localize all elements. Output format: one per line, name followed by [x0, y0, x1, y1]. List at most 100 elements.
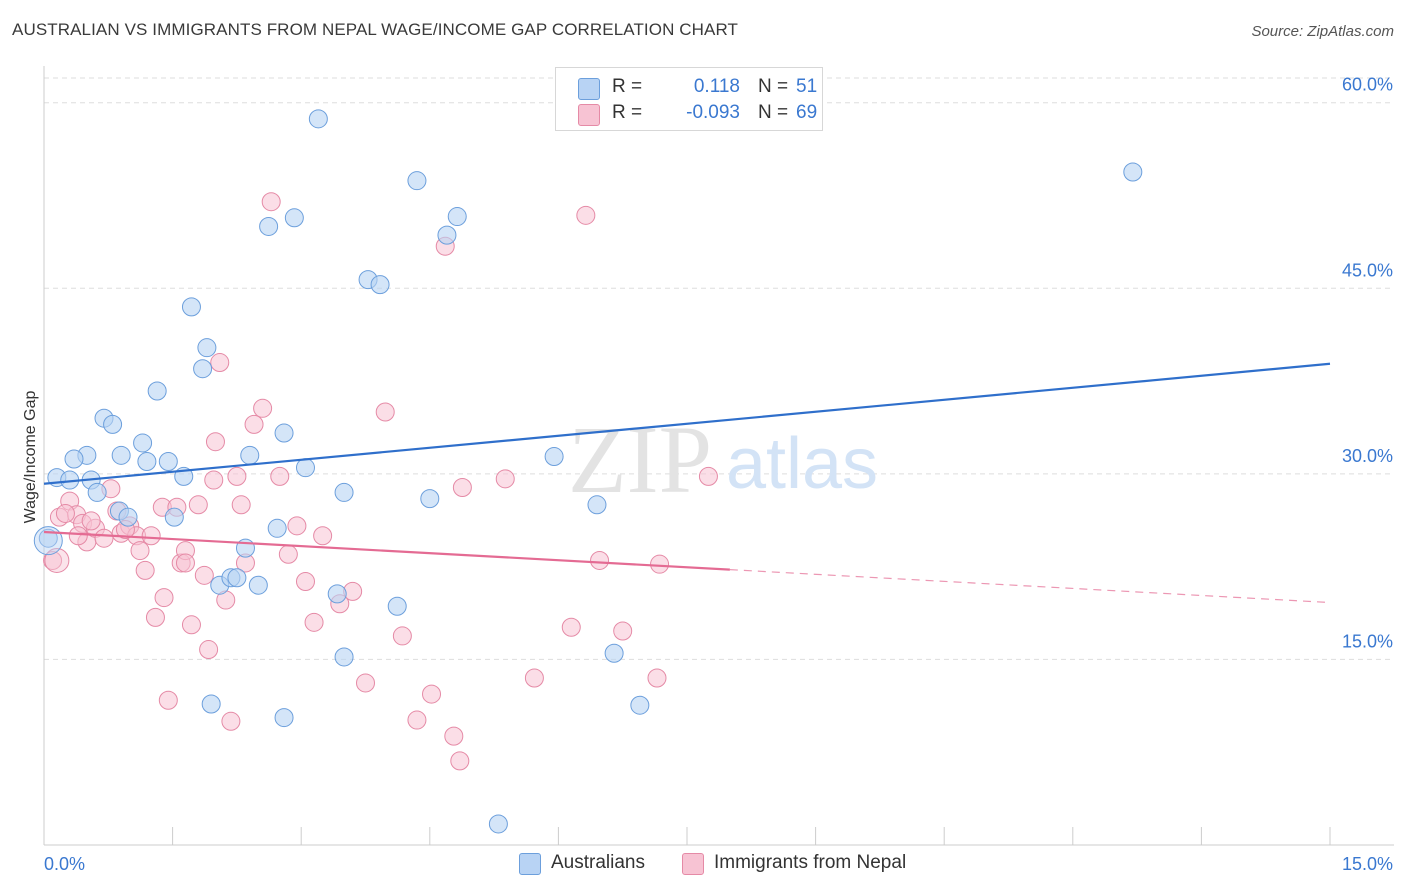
- chart-title: AUSTRALIAN VS IMMIGRANTS FROM NEPAL WAGE…: [12, 20, 739, 39]
- legend-r-value: -0.093: [686, 102, 740, 123]
- legend-label-nepal: Immigrants from Nepal: [714, 852, 907, 873]
- series-legend: Australians Immigrants from Nepal: [0, 852, 1406, 876]
- legend-swatch-blue: [519, 853, 541, 875]
- australian-point: [197, 338, 217, 358]
- y-tick-label: 45.0%: [1342, 260, 1393, 280]
- y-axis-label: Wage/Income Gap: [22, 391, 39, 524]
- australian-point: [544, 447, 564, 467]
- nepal-point: [590, 550, 610, 570]
- y-tick-label: 60.0%: [1342, 75, 1393, 95]
- australian-point: [38, 528, 58, 548]
- watermark-zip: ZIP: [568, 406, 712, 513]
- australian-point: [447, 207, 467, 227]
- nepal-point: [199, 640, 219, 660]
- nepal-point: [444, 726, 464, 746]
- y-tick-label: 30.0%: [1342, 446, 1393, 466]
- legend-n-value: 51: [796, 76, 818, 97]
- australian-point: [630, 695, 650, 715]
- nepal-point: [154, 588, 174, 608]
- australian-point: [334, 482, 354, 502]
- australian-point: [274, 708, 294, 728]
- legend-swatch-pink: [578, 104, 600, 126]
- legend-n-value: 69: [796, 102, 818, 123]
- australian-point: [308, 109, 328, 129]
- nepal-point: [524, 668, 544, 688]
- australian-point: [387, 596, 407, 616]
- legend-n-label: N =: [758, 76, 789, 97]
- australian-point: [274, 423, 294, 443]
- nepal-point: [55, 503, 75, 523]
- nepal-point: [231, 495, 251, 515]
- nepal-point: [561, 617, 581, 637]
- source-label: Source: ZipAtlas.com: [1251, 23, 1394, 40]
- nepal-trend-line: [43, 530, 730, 571]
- nepal-point: [261, 192, 281, 212]
- nepal-point: [244, 414, 264, 434]
- nepal-point: [313, 526, 333, 546]
- australian-point: [201, 694, 221, 714]
- correlation-legend: R = 0.118 N = 51 R = -0.093 N = 69: [555, 67, 823, 131]
- nepal-point: [356, 673, 375, 693]
- nepal-point: [158, 690, 178, 710]
- australian-point: [164, 507, 184, 527]
- australian-point: [604, 643, 624, 663]
- australian-point: [158, 452, 178, 471]
- australian-point: [437, 225, 457, 245]
- x-tick-label: 15.0%: [1342, 854, 1393, 874]
- nepal-point: [495, 469, 515, 489]
- legend-swatch-blue: [578, 78, 600, 100]
- nepal-point: [81, 511, 101, 531]
- legend-r-label: R =: [612, 102, 643, 123]
- nepal-point: [221, 711, 241, 731]
- nepal-point: [43, 550, 63, 570]
- australian-point: [295, 458, 315, 478]
- nepal-point: [204, 470, 224, 490]
- watermark: ZIP atlas: [568, 406, 878, 513]
- nepal-point: [145, 607, 165, 627]
- nepal-point: [270, 466, 290, 486]
- nepal-point: [613, 621, 633, 641]
- watermark-atlas: atlas: [726, 424, 878, 504]
- nepal-point: [210, 353, 230, 373]
- legend-r-value: 0.118: [693, 76, 740, 97]
- australian-point: [259, 216, 279, 236]
- legend-n-label: N =: [758, 102, 789, 123]
- y-tick-label: 15.0%: [1342, 631, 1393, 651]
- nepal-point: [188, 495, 208, 515]
- australian-point: [334, 647, 354, 667]
- nepal-point: [650, 554, 670, 574]
- australian-point-cluster: [33, 526, 63, 556]
- australian-point: [118, 507, 138, 527]
- trend-lines: [43, 362, 1331, 604]
- axes: [43, 66, 1394, 846]
- australian-point: [248, 575, 268, 595]
- nepal-point: [422, 684, 442, 704]
- australian-point: [587, 495, 607, 515]
- australian-point: [1123, 162, 1143, 182]
- nepal-point: [452, 477, 472, 497]
- australian-point: [267, 518, 287, 538]
- australian-point: [240, 445, 260, 465]
- nepal-point: [194, 565, 214, 585]
- australian-point: [103, 414, 123, 434]
- nepal-point: [698, 466, 718, 486]
- nepal-trend-line-extrapolated: [729, 569, 1331, 604]
- australian-point: [147, 381, 167, 401]
- australian-point: [111, 445, 131, 465]
- legend-label-australians: Australians: [551, 852, 645, 873]
- australian-point: [193, 359, 213, 379]
- australian-point: [370, 275, 390, 295]
- australian-point: [284, 208, 304, 228]
- australian-point: [133, 433, 153, 453]
- x-tick-label: 0.0%: [44, 854, 85, 874]
- axis-labels: 15.0% 30.0% 45.0% 60.0% 0.0% 15.0% Wage/Income…: [22, 75, 1393, 874]
- australian-point: [227, 568, 247, 588]
- nepal-point: [647, 668, 667, 688]
- nepal-point: [94, 528, 114, 548]
- legend-r-label: R =: [612, 76, 643, 97]
- nepal-point: [287, 516, 307, 536]
- nepal-point: [135, 560, 155, 580]
- series-nepal-points: [43, 192, 718, 771]
- nepal-point: [450, 751, 470, 771]
